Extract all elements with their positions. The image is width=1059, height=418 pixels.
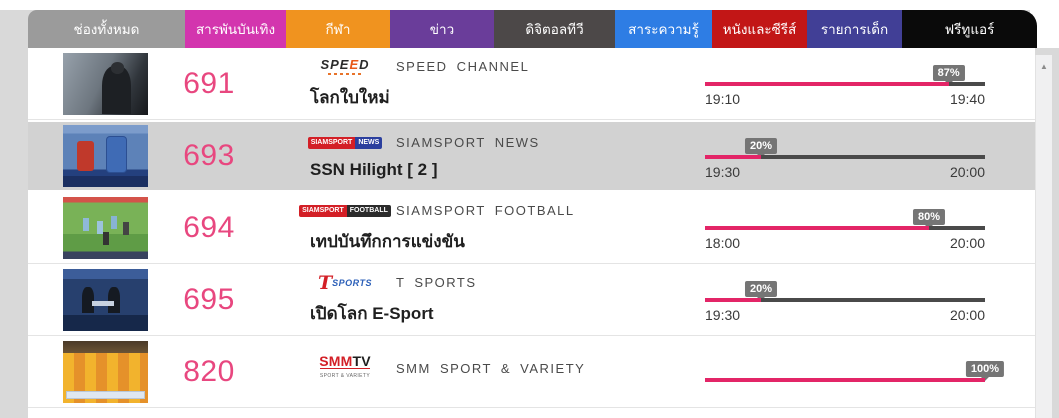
program-title: SSN Hilight [ 2 ] <box>310 159 438 179</box>
channel-info: SPEED SPEED CHANNEL โลกใบใหม่ <box>310 57 705 111</box>
start-time: 19:30 <box>705 307 741 323</box>
progress-badge: 100% <box>965 361 1005 377</box>
progress-bar <box>705 82 985 86</box>
progress-section: 20% 19:30 20:00 <box>705 133 985 180</box>
progress-bar-fill <box>705 154 761 159</box>
channel-row[interactable]: 694 SIAMSPORT FOOTBALL SIAMSPORT FOOTBALL… <box>28 192 1035 264</box>
tab-label: รายการเด็ก <box>820 22 889 37</box>
tab-label: ช่องทั้งหมด <box>73 22 140 37</box>
channel-number: 695 <box>183 282 235 316</box>
program-thumbnail[interactable] <box>63 268 148 331</box>
progress-badge: 80% <box>912 209 946 225</box>
channel-name: SIAMSPORT NEWS <box>396 135 540 150</box>
channel-info: SMMTV SPORT & VARIETY SMM SPORT & VARIETY <box>310 354 705 385</box>
program-thumbnail[interactable] <box>63 125 148 187</box>
end-time: 20:00 <box>949 307 985 323</box>
progress-bar <box>705 154 985 159</box>
progress-badge: 20% <box>744 281 778 297</box>
channel-row[interactable]: 693 SIAMSPORT NEWS SIAMSPORT NEWS SSN Hil… <box>28 120 1035 192</box>
progress-bar <box>705 298 985 302</box>
channel-number: 694 <box>183 210 235 244</box>
siamsport-news-logo-icon: SIAMSPORT NEWS <box>307 136 383 149</box>
program-title: เปิดโลก E-Sport <box>310 303 434 323</box>
channel-row[interactable]: 691 SPEED SPEED CHANNEL โลกใบใหม่ 87% 19… <box>28 48 1035 120</box>
channel-number: 691 <box>183 66 235 100</box>
channel-name: SPEED CHANNEL <box>396 59 530 74</box>
progress-bar-fill <box>705 298 761 302</box>
progress-badge: 20% <box>744 137 778 154</box>
tab-6[interactable]: สาระความรู้ <box>615 10 712 48</box>
channel-number: 693 <box>183 139 235 172</box>
category-tab-bar: ช่องทั้งหมด สารพันบันเทิง กีฬา ข่าว ดิจิตอลท… <box>28 10 1037 48</box>
progress-bar-fill <box>705 226 929 230</box>
program-thumbnail[interactable] <box>63 196 148 259</box>
program-title: เทปบันทึกการแข่งขัน <box>310 231 465 251</box>
progress-section: 100% <box>705 356 1005 387</box>
end-time: 19:40 <box>949 91 985 107</box>
tab-4[interactable]: ข่าว <box>390 10 494 48</box>
program-thumbnail[interactable] <box>63 52 148 115</box>
end-time: 20:00 <box>949 235 985 251</box>
program-title: โลกใบใหม่ <box>310 87 390 107</box>
channel-name: SIAMSPORT FOOTBALL <box>396 203 575 218</box>
t-sports-logo-icon: T SPORTS <box>318 271 372 294</box>
channel-list: 691 SPEED SPEED CHANNEL โลกใบใหม่ 87% 19… <box>28 48 1035 418</box>
tab-7[interactable]: หนังและซีรีส์ <box>712 10 807 48</box>
siamsport-football-logo-icon: SIAMSPORT FOOTBALL <box>299 204 391 217</box>
tab-label: กีฬา <box>325 22 351 37</box>
channel-number: 820 <box>183 354 235 388</box>
tab-1[interactable]: ช่องทั้งหมด <box>28 10 185 48</box>
progress-bar-fill <box>705 82 949 86</box>
progress-badge: 87% <box>932 65 965 81</box>
tab-5[interactable]: ดิจิตอลทีวี <box>494 10 615 48</box>
start-time: 18:00 <box>705 235 741 251</box>
channel-info: SIAMSPORT FOOTBALL SIAMSPORT FOOTBALL เทป… <box>299 201 705 255</box>
tab-2[interactable]: สารพันบันเทิง <box>185 10 286 48</box>
tab-3-active[interactable]: กีฬา <box>286 10 390 48</box>
progress-bar <box>705 378 985 382</box>
channel-name: SMM SPORT & VARIETY <box>396 360 586 376</box>
tab-label: ข่าว <box>429 22 455 37</box>
tab-8[interactable]: รายการเด็ก <box>807 10 902 48</box>
scrollbar-up-arrow[interactable]: ▲ <box>1040 62 1048 71</box>
end-time: 20:00 <box>949 163 985 180</box>
progress-section: 80% 18:00 20:00 <box>705 204 985 251</box>
speed-channel-logo-icon: SPEED <box>310 58 380 75</box>
tab-label: สารพันบันเทิง <box>195 22 276 37</box>
program-thumbnail[interactable] <box>63 340 148 403</box>
progress-bar <box>705 226 985 230</box>
channel-info: SIAMSPORT NEWS SIAMSPORT NEWS SSN Hilight… <box>307 133 705 180</box>
channel-info: T SPORTS T SPORTS เปิดโลก E-Sport <box>310 273 705 327</box>
start-time: 19:10 <box>705 91 741 107</box>
top-white-strip <box>0 0 1059 10</box>
channel-row[interactable]: 820 SMMTV SPORT & VARIETY SMM SPORT & VAR… <box>28 336 1035 408</box>
progress-bar-fill <box>705 378 985 382</box>
tab-label: ดิจิตอลทีวี <box>525 22 584 37</box>
tab-label: สาระความรู้ <box>628 22 699 37</box>
channel-row[interactable]: 695 T SPORTS T SPORTS เปิดโลก E-Sport 20%… <box>28 264 1035 336</box>
channel-name: T SPORTS <box>396 275 477 290</box>
progress-section: 20% 19:30 20:00 <box>705 276 985 323</box>
start-time: 19:30 <box>705 163 741 180</box>
progress-section: 87% 19:10 19:40 <box>705 60 985 107</box>
tab-label: ฟรีทูแอร์ <box>944 22 995 37</box>
smmtv-logo-icon: SMMTV SPORT & VARIETY <box>310 354 380 382</box>
scrollbar-track[interactable]: ▲ <box>1035 55 1052 418</box>
tab-label: หนังและซีรีส์ <box>722 22 797 37</box>
tab-9[interactable]: ฟรีทูแอร์ <box>902 10 1037 48</box>
